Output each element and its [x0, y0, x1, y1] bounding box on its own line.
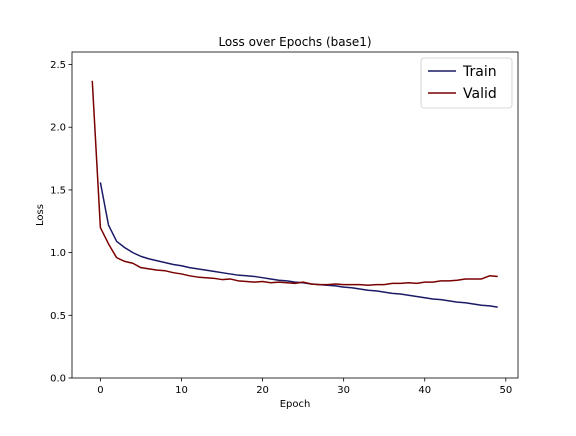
- series-line-train: [99, 182, 498, 308]
- y-tick-label: 1.5: [50, 185, 66, 196]
- x-tick-label: 10: [175, 385, 188, 396]
- legend-label-valid: Valid: [463, 86, 497, 102]
- legend-label-train: Train: [462, 64, 497, 80]
- series-group: [91, 80, 498, 308]
- y-tick-label: 1.0: [50, 248, 66, 259]
- y-tick-label: 2.0: [50, 123, 66, 134]
- x-tick-label: 40: [418, 385, 431, 396]
- series-line-valid: [91, 80, 498, 286]
- x-tick-label: 20: [256, 385, 269, 396]
- legend: Train Valid: [420, 57, 513, 109]
- y-axis-label: Loss: [35, 204, 46, 226]
- y-tick-label: 0.5: [50, 311, 66, 322]
- y-tick-label: 2.5: [50, 60, 66, 71]
- x-axis-label: Epoch: [280, 399, 311, 410]
- chart-title: Loss over Epochs (base1): [218, 35, 371, 49]
- x-tick-label: 50: [499, 385, 512, 396]
- x-tick-label: 0: [97, 385, 103, 396]
- x-tick-label: 30: [337, 385, 350, 396]
- plot-frame: [71, 51, 519, 379]
- y-tick-label: 0.0: [50, 374, 66, 385]
